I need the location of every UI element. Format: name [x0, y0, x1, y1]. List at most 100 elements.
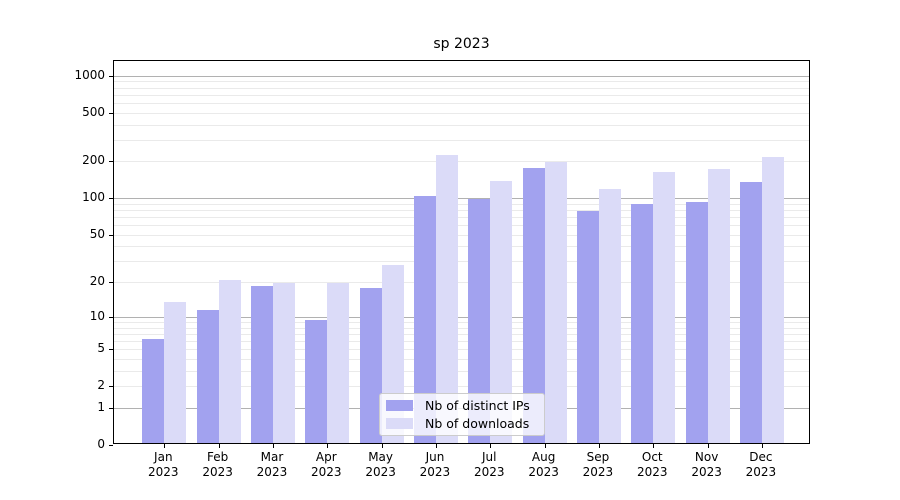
x-tick-mark [164, 444, 166, 448]
gridline-minor [114, 124, 809, 126]
bar-downloads-jan-2023 [164, 301, 187, 443]
bar-downloads-feb-2023 [218, 280, 241, 443]
gridline-minor [114, 246, 809, 248]
gridline-minor [114, 358, 809, 360]
gridline-minor [114, 87, 809, 89]
bar-downloads-jul-2023 [490, 181, 513, 443]
gridline-minor [114, 203, 809, 205]
x-tick-mark [327, 444, 329, 448]
x-tick-label: Feb 2023 [202, 450, 233, 479]
legend: Nb of distinct IPs Nb of downloads [379, 393, 545, 436]
x-tick-mark [381, 444, 383, 448]
x-tick-label: Jul 2023 [473, 450, 505, 479]
y-tick-label: 100 [82, 190, 105, 205]
bar-downloads-dec-2023 [761, 156, 784, 443]
x-tick-label: Jun 2023 [419, 450, 451, 479]
y-tick-label: 500 [82, 104, 105, 119]
x-tick-mark [435, 444, 437, 448]
y-tick-label: 2 [97, 378, 105, 393]
y-tick-label: 0 [97, 437, 105, 451]
bar-ips-may-2023 [359, 288, 382, 443]
bar-ips-feb-2023 [196, 310, 219, 443]
bar-downloads-jun-2023 [435, 154, 458, 443]
bar-ips-oct-2023 [631, 204, 654, 443]
x-tick-mark [761, 444, 763, 448]
legend-item-ips: Nb of distinct IPs [386, 398, 538, 413]
x-tick-label: Jan 2023 [148, 450, 179, 479]
plot-area [109, 60, 810, 448]
x-tick-mark [218, 444, 220, 448]
bar-ips-jul-2023 [468, 198, 491, 443]
x-tick-mark [272, 444, 274, 448]
bar-ips-sep-2023 [576, 211, 599, 443]
y-tick-mark [109, 349, 113, 351]
gridline-minor [114, 112, 809, 114]
bar-downloads-nov-2023 [707, 169, 730, 443]
y-tick-label: 5 [97, 341, 105, 356]
x-tick-label: Nov 2023 [691, 450, 722, 479]
y-tick-label: 50 [89, 226, 105, 241]
x-tick-label: Aug 2023 [528, 450, 559, 479]
gridline-minor [114, 234, 809, 236]
gridline-minor [114, 217, 809, 219]
gridline-minor [114, 282, 809, 284]
gridline-minor [114, 94, 809, 96]
bar-ips-jun-2023 [413, 196, 436, 443]
gridline-major [114, 198, 809, 200]
chart-title: sp 2023 [433, 36, 490, 52]
legend-label-ips: Nb of distinct IPs [425, 398, 530, 414]
gridline-minor [114, 161, 809, 163]
bar-downloads-apr-2023 [327, 282, 350, 443]
gridline-minor [114, 386, 809, 388]
y-tick-label: 1000 [74, 67, 105, 82]
gridline-minor [114, 321, 809, 323]
y-tick-mark [109, 282, 113, 284]
legend-swatch-ips [386, 400, 413, 412]
x-tick-label: May 2023 [365, 450, 396, 479]
x-tick-mark [598, 444, 600, 448]
gridline-minor [114, 210, 809, 212]
y-tick-mark [109, 198, 113, 200]
bar-ips-apr-2023 [305, 319, 328, 443]
gridline-minor [114, 333, 809, 335]
x-tick-mark [653, 444, 655, 448]
y-tick-mark [109, 316, 113, 318]
bar-downloads-oct-2023 [653, 172, 676, 443]
legend-swatch-downloads [386, 417, 413, 429]
bar-ips-aug-2023 [522, 168, 545, 443]
y-tick-mark [109, 445, 113, 446]
x-tick-label: Sep 2023 [582, 450, 614, 479]
x-tick-label: Apr 2023 [311, 450, 342, 479]
gridline-major [114, 75, 809, 77]
gridline-minor [114, 340, 809, 342]
bar-ips-mar-2023 [250, 285, 273, 443]
bar-ips-jan-2023 [142, 338, 165, 443]
x-tick-label: Oct 2023 [636, 450, 668, 479]
bar-downloads-sep-2023 [598, 189, 621, 443]
y-tick-label: 200 [82, 153, 105, 168]
gridline-minor [114, 139, 809, 141]
bar-downloads-aug-2023 [544, 161, 567, 443]
legend-item-downloads: Nb of downloads [386, 416, 538, 431]
gridline-minor [114, 225, 809, 227]
y-tick-mark [109, 112, 113, 114]
y-tick-mark [109, 407, 113, 409]
y-tick-mark [109, 75, 113, 77]
gridline-minor [114, 102, 809, 104]
x-tick-label: Dec 2023 [745, 450, 777, 479]
bar-ips-dec-2023 [739, 181, 762, 443]
legend-label-downloads: Nb of downloads [425, 415, 530, 431]
x-tick-label: Mar 2023 [256, 450, 288, 479]
x-tick-mark [707, 444, 709, 448]
y-tick-label: 1 [97, 399, 105, 414]
x-tick-mark [490, 444, 492, 448]
gridline-minor [114, 370, 809, 372]
y-tick-mark [109, 386, 113, 388]
gridline-minor [114, 327, 809, 329]
gridline-major [114, 316, 809, 318]
x-tick-mark [544, 444, 546, 448]
bar-ips-nov-2023 [685, 202, 708, 443]
gridline-minor [114, 81, 809, 83]
gridline-minor [114, 261, 809, 263]
